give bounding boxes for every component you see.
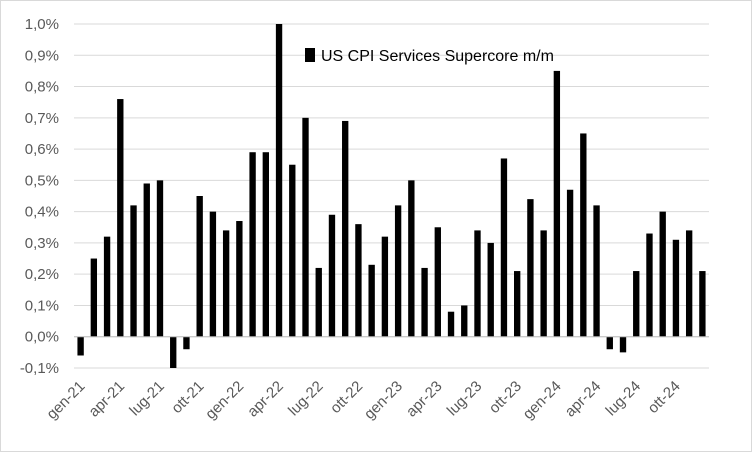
bar — [143, 183, 150, 337]
y-tick-label: 0,0% — [25, 329, 59, 346]
bar — [342, 120, 349, 337]
bar — [553, 70, 561, 337]
bar — [619, 336, 627, 353]
y-tick-label: 0,7% — [25, 110, 59, 127]
y-tick-label: 0,4% — [25, 204, 59, 221]
bar — [421, 267, 428, 337]
bar — [328, 214, 336, 337]
y-tick-label: 0,1% — [25, 297, 59, 314]
bar — [434, 227, 441, 337]
bar — [117, 99, 124, 337]
bar — [487, 242, 494, 337]
y-tick-label: 0,6% — [25, 141, 59, 158]
bar — [646, 233, 653, 337]
y-tick-label: 0,9% — [25, 47, 59, 64]
bar — [381, 236, 389, 337]
bar — [315, 267, 322, 337]
bar — [461, 305, 468, 337]
y-axis-tick-labels: -0,1% 0,0% 0,1% 0,2% 0,3% 0,4% 0,5% 0,6% 0,7% 0,8… — [20, 16, 59, 377]
bar — [302, 117, 309, 337]
bar — [222, 230, 230, 337]
x-tick-label: apr-23 — [403, 378, 446, 421]
x-tick-label: apr-21 — [85, 378, 128, 421]
bar — [289, 164, 296, 337]
y-tick-label: 0,3% — [25, 235, 59, 252]
x-tick-label: apr-24 — [562, 378, 605, 421]
bar — [236, 221, 243, 337]
bar — [659, 211, 666, 337]
bar — [474, 230, 481, 337]
bar — [103, 236, 111, 337]
bars — [77, 24, 706, 368]
bar — [580, 133, 587, 337]
x-tick-label: lug-24 — [603, 378, 645, 420]
bar — [593, 205, 600, 337]
bar — [394, 205, 402, 337]
bar — [170, 336, 177, 368]
bar — [249, 152, 256, 337]
bar — [447, 311, 455, 337]
bar — [699, 271, 706, 337]
bar — [183, 336, 190, 350]
gridlines — [74, 23, 709, 369]
bar — [566, 189, 574, 337]
x-tick-label: gen-23 — [361, 378, 406, 423]
x-tick-label: lug-21 — [126, 378, 168, 420]
bar — [209, 211, 217, 337]
bar — [540, 230, 547, 337]
legend-label: US CPI Services Supercore m/m — [321, 48, 554, 65]
bar — [156, 180, 164, 337]
bar — [130, 205, 137, 337]
x-tick-label: gen-21 — [43, 378, 88, 423]
legend: US CPI Services Supercore m/m — [305, 48, 554, 65]
x-tick-label: gen-24 — [520, 378, 565, 423]
x-tick-label: ott-24 — [645, 378, 684, 417]
bar — [527, 199, 534, 337]
bar — [77, 336, 84, 356]
legend-swatch — [305, 48, 315, 62]
x-tick-label: lug-22 — [285, 378, 327, 420]
bar — [685, 230, 693, 337]
bar — [275, 24, 283, 337]
y-tick-label: 0,2% — [25, 266, 59, 283]
y-tick-label: 0,8% — [25, 79, 59, 96]
x-tick-label: gen-22 — [202, 378, 247, 423]
bar — [196, 196, 203, 337]
y-tick-label: -0,1% — [20, 360, 59, 377]
x-tick-label: lug-23 — [444, 378, 486, 420]
y-tick-label: 0,5% — [25, 172, 59, 189]
bar — [500, 158, 508, 337]
bar — [514, 271, 521, 337]
bar — [672, 239, 680, 337]
bar — [408, 180, 415, 337]
bar — [262, 152, 269, 337]
bar — [355, 224, 362, 337]
x-tick-label: apr-22 — [244, 378, 287, 421]
y-tick-label: 1,0% — [25, 16, 59, 33]
bar — [633, 271, 640, 337]
bar — [90, 258, 98, 337]
bar — [606, 336, 613, 350]
bar — [368, 264, 375, 337]
